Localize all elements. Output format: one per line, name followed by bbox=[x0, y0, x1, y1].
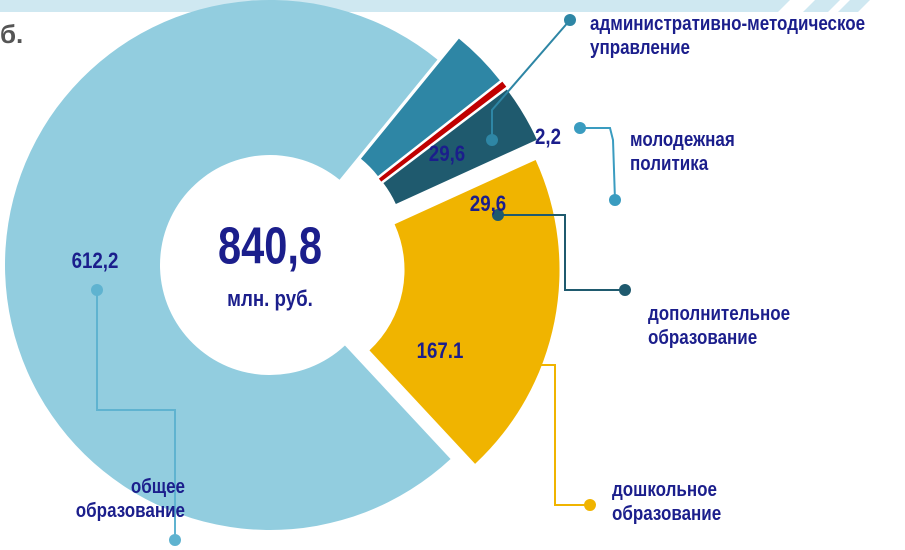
value-label: 612,2 bbox=[72, 249, 119, 273]
donut-segment bbox=[383, 89, 537, 204]
category-label: дополнительное образование bbox=[648, 303, 791, 349]
connector-dot bbox=[492, 209, 504, 221]
category-label: молодежная политика bbox=[630, 129, 735, 175]
donut-segment bbox=[360, 38, 500, 177]
value-label: 167.1 bbox=[417, 339, 464, 363]
connector bbox=[448, 364, 590, 506]
corner-text: б. bbox=[0, 19, 23, 49]
banner-stripe bbox=[778, 0, 815, 12]
connector-dot bbox=[609, 194, 621, 206]
value-label: 29,6 bbox=[470, 192, 506, 216]
connector-dot bbox=[486, 134, 498, 146]
category-label: общее образование bbox=[75, 476, 185, 522]
connector bbox=[498, 214, 625, 291]
connector-dot bbox=[584, 499, 596, 511]
connector-dot bbox=[91, 284, 103, 296]
connector-dot bbox=[619, 284, 631, 296]
banner-stripe bbox=[838, 0, 870, 12]
connector-dot bbox=[574, 122, 586, 134]
value-label: 29,6 bbox=[429, 142, 465, 166]
connector-dot bbox=[564, 14, 576, 26]
connector-dot bbox=[169, 534, 181, 546]
category-label: административно-методическое управление bbox=[590, 13, 866, 59]
center-unit: млн. руб. bbox=[227, 287, 313, 311]
connector bbox=[491, 19, 571, 140]
donut-segment bbox=[5, 0, 451, 530]
connector bbox=[96, 290, 176, 540]
donut-segment bbox=[378, 81, 507, 182]
donut-segment bbox=[369, 159, 560, 464]
connector bbox=[580, 127, 616, 201]
banner bbox=[0, 0, 840, 12]
value-label: 2,2 bbox=[535, 125, 561, 149]
category-label: дошкольное образование bbox=[612, 479, 722, 525]
center-value: 840,8 bbox=[218, 216, 322, 275]
connector-dot bbox=[442, 359, 454, 371]
